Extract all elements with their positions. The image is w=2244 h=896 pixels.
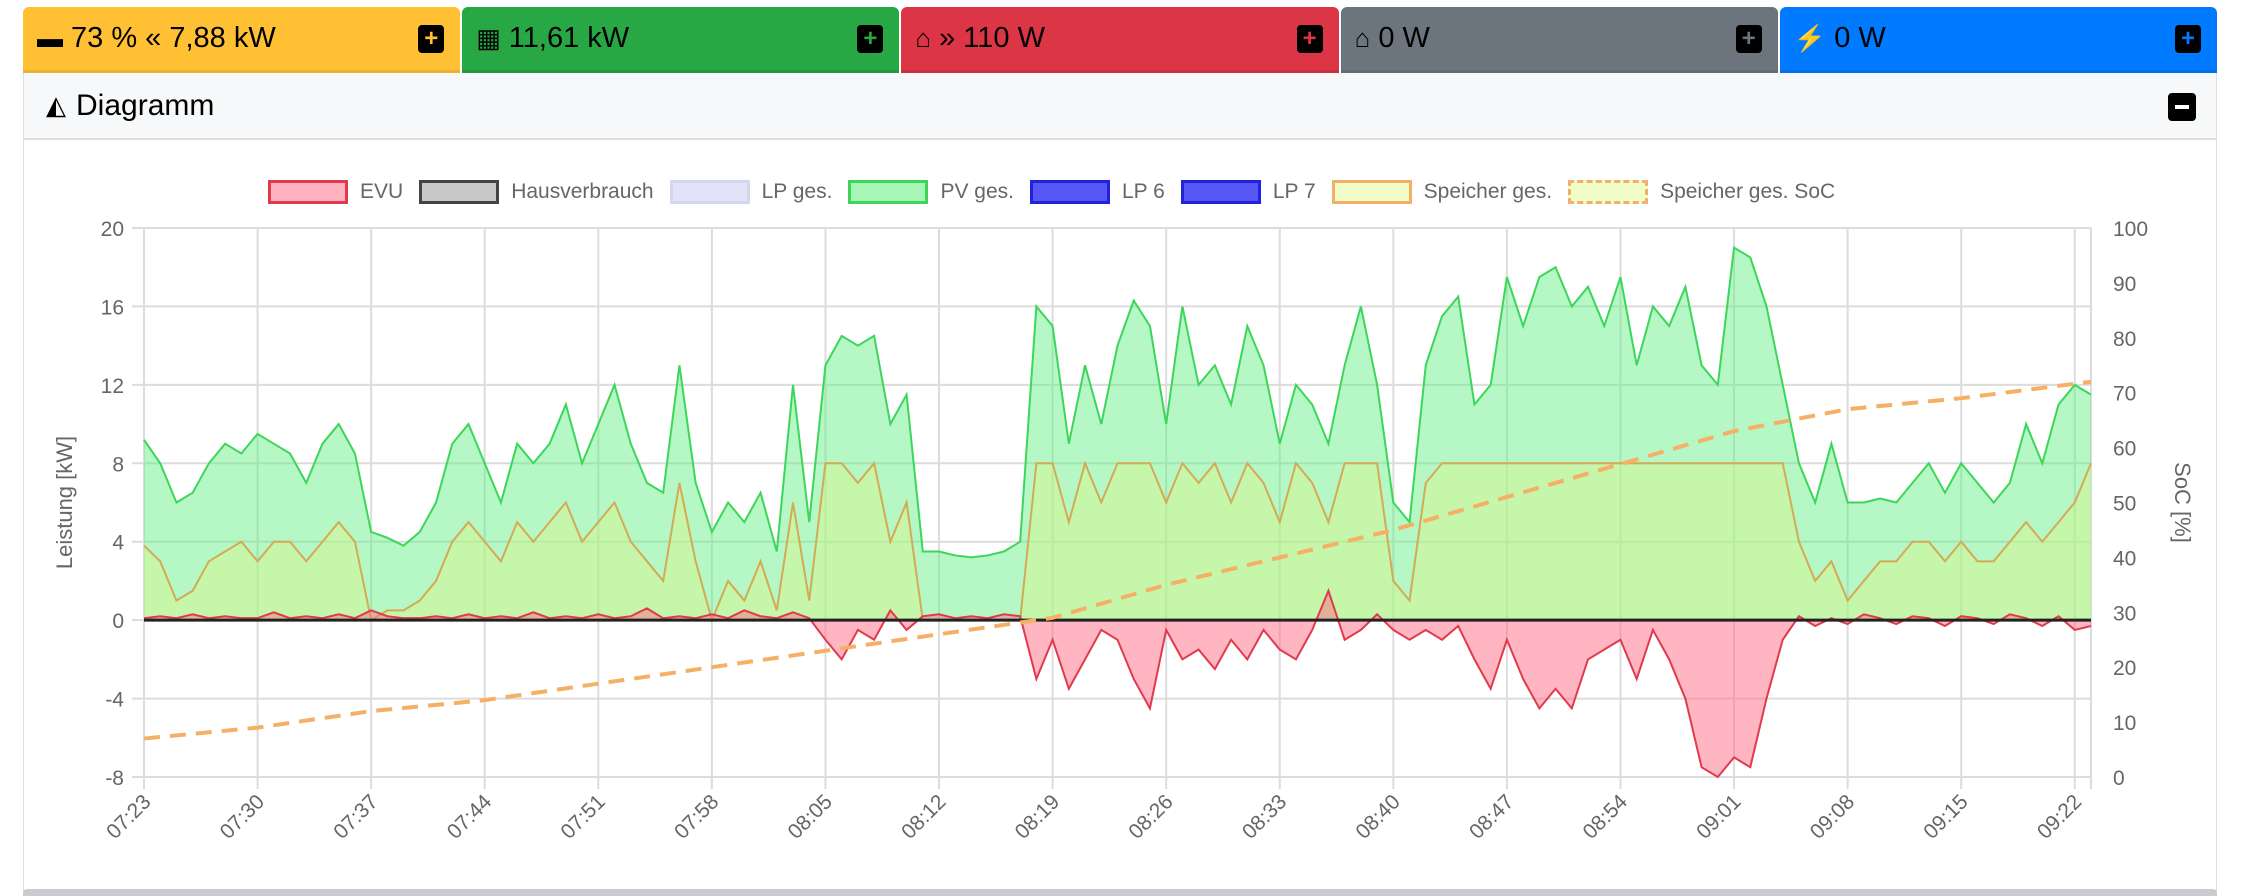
legend-swatch bbox=[1180, 180, 1261, 204]
card-header: ◭ Diagramm bbox=[24, 73, 2216, 140]
speicher-area bbox=[144, 463, 2091, 621]
legend-swatch bbox=[419, 180, 500, 204]
legend-label: LP ges. bbox=[761, 180, 833, 203]
legend-label: PV ges. bbox=[940, 180, 1014, 203]
y2-tick-label: 0 bbox=[2113, 767, 2125, 790]
y-tick-label: -8 bbox=[105, 767, 124, 790]
y2-tick-label: 10 bbox=[2113, 712, 2136, 735]
x-tick-label: 07:58 bbox=[670, 790, 723, 843]
pv-button[interactable]: ▦ 11,61 kW + bbox=[462, 7, 900, 73]
diagram-card: ◭ Diagramm bbox=[23, 73, 2217, 896]
x-tick-label: 08:12 bbox=[897, 790, 950, 843]
legend-item[interactable]: LP 7 bbox=[1180, 180, 1316, 204]
area-chart-icon: ◭ bbox=[46, 90, 66, 120]
pv-area bbox=[144, 247, 2091, 621]
y2-tick-label: 100 bbox=[2113, 218, 2148, 241]
x-tick-label: 07:37 bbox=[329, 790, 382, 843]
x-tick-label: 08:33 bbox=[1238, 790, 1291, 843]
y-tick-label: 20 bbox=[101, 218, 124, 241]
y2-tick-label: 80 bbox=[2113, 328, 2136, 351]
soc-line bbox=[143, 379, 2092, 741]
y-tick-label: 0 bbox=[112, 610, 124, 633]
x-tick-label: 07:30 bbox=[216, 790, 269, 843]
grid-button[interactable]: ⌂ » 110 W + bbox=[901, 7, 1339, 73]
next-card-edge bbox=[23, 889, 2217, 896]
collapse-button[interactable] bbox=[2168, 93, 2196, 121]
legend-item[interactable]: EVU bbox=[268, 180, 403, 204]
x-tick-label: 07:51 bbox=[556, 790, 609, 843]
home-icon: ⌂ bbox=[915, 23, 932, 53]
plus-icon[interactable]: + bbox=[1296, 25, 1323, 53]
y2-tick-label: 20 bbox=[2113, 657, 2136, 680]
power-button-row: ▬ 73 % « 7,88 kW + ▦ 11,61 kW + ⌂ » 110 … bbox=[23, 7, 2218, 73]
x-tick-label: 09:08 bbox=[1806, 790, 1859, 843]
charging-station-icon: ⚡ bbox=[1793, 23, 1827, 53]
x-tick-label: 09:15 bbox=[1919, 790, 1972, 843]
y2-tick-label: 70 bbox=[2113, 383, 2136, 406]
battery-button[interactable]: ▬ 73 % « 7,88 kW + bbox=[23, 7, 461, 73]
x-tick-label: 09:01 bbox=[1692, 790, 1745, 843]
grid-label: » 110 W bbox=[939, 22, 1045, 54]
solar-panel-icon: ▦ bbox=[476, 23, 501, 53]
plus-icon[interactable]: + bbox=[418, 25, 445, 53]
legend-swatch bbox=[1331, 180, 1412, 204]
battery-label: 73 % « 7,88 kW bbox=[71, 22, 276, 54]
home-icon: ⌂ bbox=[1354, 23, 1371, 53]
plus-icon[interactable]: + bbox=[2175, 25, 2202, 53]
evu-line bbox=[143, 587, 2092, 779]
y2-tick-label: 60 bbox=[2113, 438, 2136, 461]
legend-label: Hausverbrauch bbox=[511, 180, 654, 203]
legend-label: Speicher ges. SoC bbox=[1660, 180, 1836, 203]
x-tick-label: 08:26 bbox=[1124, 790, 1177, 843]
card-title: Diagramm bbox=[76, 88, 215, 122]
house-label: 0 W bbox=[1378, 22, 1430, 54]
legend-label: LP 7 bbox=[1272, 180, 1316, 203]
y2-tick-label: 50 bbox=[2113, 493, 2136, 516]
legend-item[interactable]: Hausverbrauch bbox=[419, 180, 654, 204]
legend-label: LP 6 bbox=[1121, 180, 1165, 203]
y-tick-label: 12 bbox=[101, 375, 124, 398]
legend-item[interactable]: LP ges. bbox=[669, 180, 833, 204]
y2-tick-label: 90 bbox=[2113, 273, 2136, 296]
legend-label: EVU bbox=[360, 180, 404, 203]
legend-swatch bbox=[1568, 180, 1649, 204]
pv-label: 11,61 kW bbox=[508, 22, 630, 54]
legend-swatch bbox=[848, 180, 929, 204]
legend-item[interactable]: PV ges. bbox=[848, 180, 1014, 204]
speicher-line bbox=[143, 460, 2092, 624]
y-tick-label: 8 bbox=[112, 453, 124, 476]
evu-area bbox=[144, 590, 2091, 777]
battery-icon: ▬ bbox=[37, 23, 63, 53]
x-tick-label: 08:47 bbox=[1465, 790, 1518, 843]
plus-icon[interactable]: + bbox=[1735, 25, 1762, 53]
charging-label: 0 W bbox=[1834, 22, 1886, 54]
legend-swatch bbox=[268, 180, 348, 204]
x-tick-label: 08:54 bbox=[1579, 790, 1633, 844]
plus-icon[interactable]: + bbox=[857, 25, 884, 53]
pv-line bbox=[143, 245, 2092, 559]
y2-axis-label: SoC [%] bbox=[2170, 462, 2195, 543]
y-tick-label: -4 bbox=[105, 689, 124, 712]
x-tick-label: 08:40 bbox=[1351, 790, 1404, 843]
legend-swatch bbox=[669, 180, 750, 204]
legend-item[interactable]: Speicher ges. bbox=[1331, 180, 1553, 204]
x-tick-label: 08:19 bbox=[1011, 790, 1064, 843]
legend-item[interactable]: LP 6 bbox=[1029, 180, 1165, 204]
y2-tick-label: 40 bbox=[2113, 547, 2136, 570]
legend-label: Speicher ges. bbox=[1423, 180, 1553, 203]
x-tick-label: 08:05 bbox=[784, 790, 837, 843]
charging-button[interactable]: ⚡ 0 W + bbox=[1779, 7, 2218, 73]
x-tick-label: 07:23 bbox=[102, 790, 155, 843]
x-tick-label: 09:22 bbox=[2033, 790, 2086, 843]
house-button[interactable]: ⌂ 0 W + bbox=[1340, 7, 1778, 73]
y-tick-label: 4 bbox=[112, 532, 124, 555]
y2-tick-label: 30 bbox=[2113, 602, 2136, 625]
x-tick-label: 07:44 bbox=[443, 790, 497, 844]
y-tick-label: 16 bbox=[101, 296, 124, 319]
y-axis-label: Leistung [kW] bbox=[52, 436, 77, 569]
legend-item[interactable]: Speicher ges. SoC bbox=[1568, 180, 1835, 204]
chart-legend: EVU Hausverbrauch LP ges. PV ges. LP 6 LP 7 Sp… bbox=[268, 180, 1851, 204]
legend-swatch bbox=[1029, 180, 1110, 204]
